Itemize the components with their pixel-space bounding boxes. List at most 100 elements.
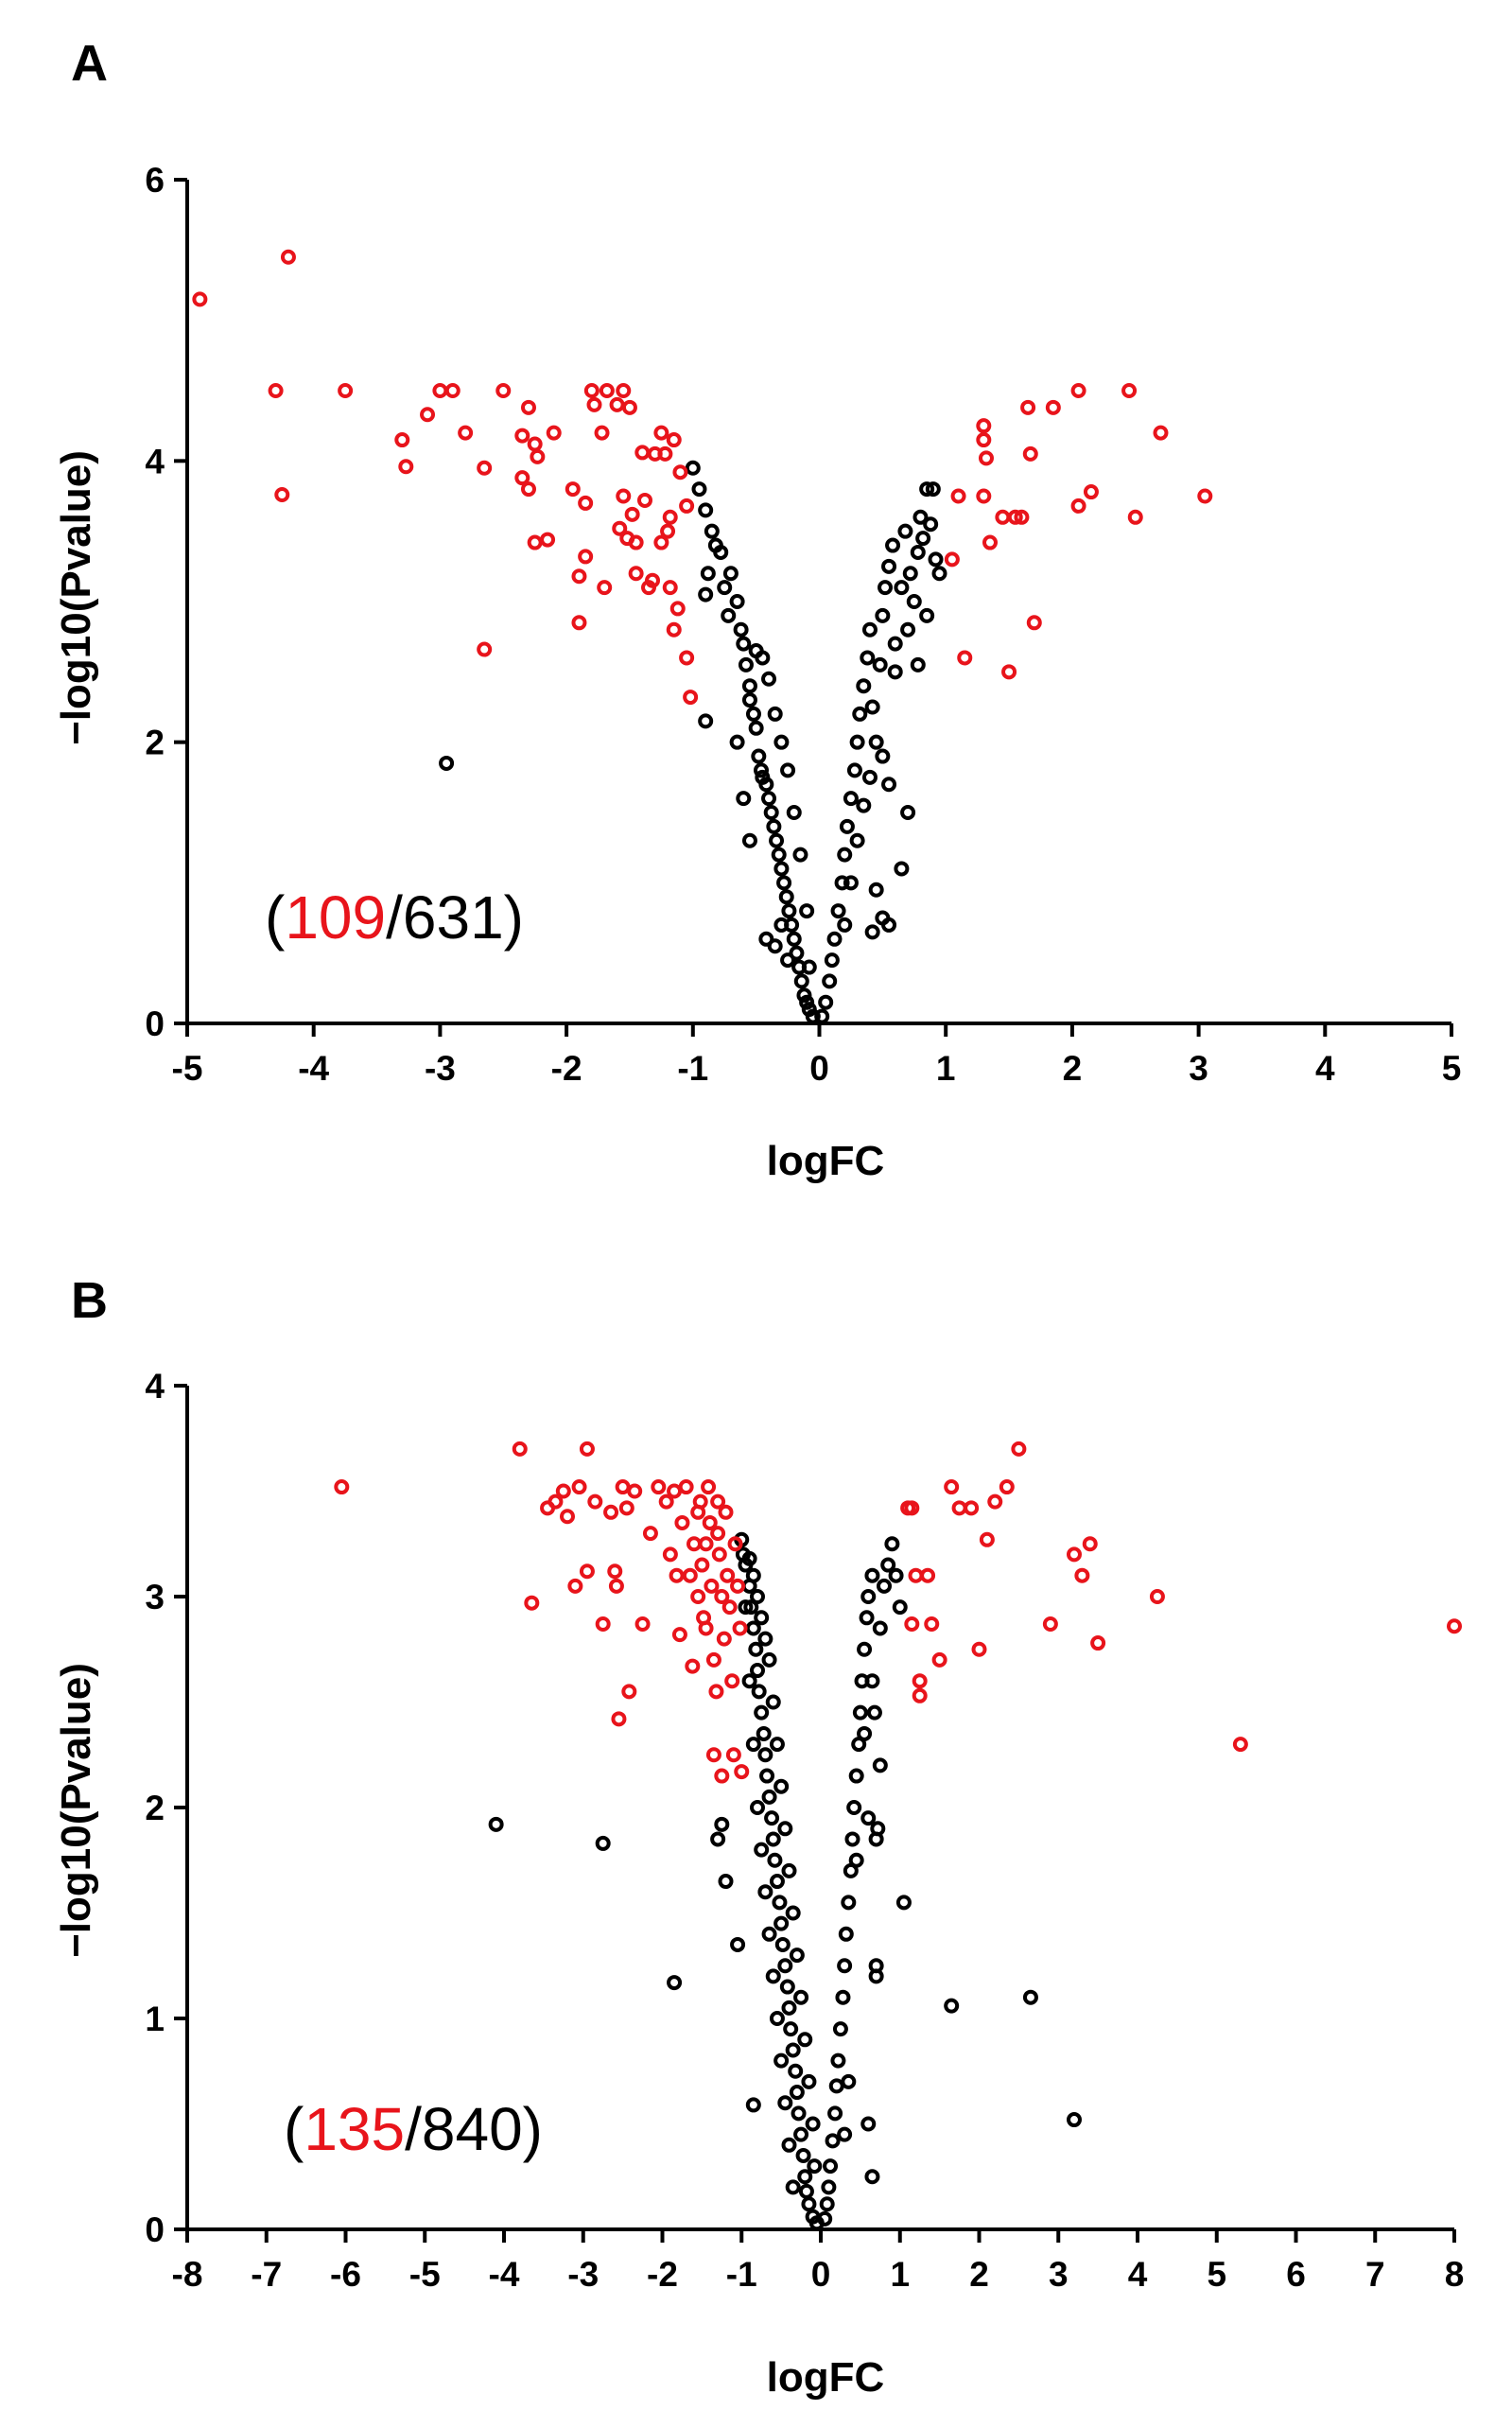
panel-b-point-significant (714, 1768, 730, 1784)
panel-b-point-nonsignificant (860, 2116, 877, 2132)
panel-a-point-nonsignificant (789, 945, 805, 961)
panel-b-point-nonsignificant (765, 1831, 781, 1847)
panel-b-point-nonsignificant (745, 1567, 761, 1583)
panel-b-point-significant (708, 1684, 724, 1700)
panel-b-point-nonsignificant (757, 1884, 773, 1900)
panel-b-point-nonsignificant (830, 2052, 846, 2069)
panel-a-y-tick-label: 0 (145, 1004, 165, 1043)
panel-a-point-nonsignificant (818, 994, 834, 1010)
panel-b-point-significant (964, 1500, 980, 1516)
panel-b-point-nonsignificant (761, 1651, 777, 1668)
panel-a-point-nonsignificant (814, 1008, 830, 1024)
panel-a-x-tick-label: -1 (677, 1049, 708, 1088)
panel-b-point-nonsignificant (488, 1816, 504, 1832)
panel-a-point-significant (679, 650, 695, 666)
panel-b-point-nonsignificant (741, 1550, 757, 1566)
panel-b-point-nonsignificant (866, 1704, 882, 1721)
panel-a-y-tick-label: 2 (145, 724, 165, 762)
panel-a-point-nonsignificant (881, 917, 897, 933)
panel-a-point-nonsignificant (824, 952, 840, 969)
panel-b-point-nonsignificant (880, 1557, 896, 1573)
panel-b-point-significant (1447, 1618, 1462, 1634)
panel-b-point-significant (615, 1479, 631, 1495)
panel-b-point-nonsignificant (748, 1641, 764, 1657)
panel-b-point-significant (912, 1673, 928, 1689)
panel-a-point-nonsignificant (773, 734, 790, 750)
panel-a-point-nonsignificant (793, 973, 809, 989)
panel-b-point-nonsignificant (756, 1725, 772, 1741)
panel-b-point-significant (711, 1546, 727, 1563)
panel-b-point-significant (694, 1557, 710, 1573)
panel-b-point-nonsignificant (730, 1936, 746, 1952)
panel-a-count-open: ( (265, 883, 285, 952)
panel-b-point-nonsignificant (870, 1821, 886, 1837)
panel-b-point-significant (555, 1483, 571, 1499)
panel-b-point-nonsignificant (761, 1926, 777, 1942)
panel-b-point-significant (979, 1531, 995, 1547)
panel-b-point-significant (702, 1514, 718, 1530)
panel-b-point-nonsignificant (750, 1663, 765, 1679)
panel-a-point-significant (628, 566, 644, 582)
panel-b-point-nonsignificant (791, 2105, 807, 2122)
panel-a-point-nonsignificant (928, 551, 944, 568)
panel-b-point-nonsignificant (750, 1589, 765, 1604)
panel-a-point-nonsignificant (849, 734, 865, 750)
panel-b-point-nonsignificant (781, 1862, 797, 1878)
panel-b-point-nonsignificant (877, 1578, 892, 1594)
panel-a-point-significant (672, 464, 688, 480)
panel-b-point-nonsignificant (872, 1620, 888, 1636)
panel-a-point-nonsignificant (767, 706, 783, 722)
panel-a-point-nonsignificant (919, 607, 935, 623)
panel-b-point-significant (1011, 1441, 1027, 1457)
panel-b-x-axis-label: logFC (767, 2354, 885, 2401)
panel-b-point-nonsignificant (797, 2169, 813, 2185)
panel-a-point-nonsignificant (894, 861, 910, 877)
panel-b-point-nonsignificant (837, 1958, 853, 1974)
panel-a-count-close: ) (504, 883, 524, 952)
panel-a-point-significant (192, 291, 208, 307)
panel-a-point-nonsignificant (758, 931, 774, 947)
panel-a-point-nonsignificant (872, 656, 888, 673)
panel-b-point-significant (1090, 1635, 1106, 1651)
panel-a-total-count: 631 (403, 883, 504, 952)
panel-b-point-nonsignificant (667, 1975, 683, 1991)
panel-a-point-nonsignificant (887, 636, 903, 652)
panel-a-point-significant (666, 432, 682, 448)
panel-a-point-nonsignificant (753, 762, 769, 778)
panel-b-point-significant (1074, 1567, 1090, 1583)
panel-b-letter: B (71, 1272, 108, 1329)
panel-b-point-nonsignificant (781, 2000, 797, 2016)
panel-b-point-nonsignificant (754, 1842, 770, 1858)
panel-a-point-nonsignificant (763, 805, 779, 820)
panel-a-point-nonsignificant (776, 875, 792, 891)
panel-b-point-significant (1082, 1536, 1098, 1552)
panel-b-point-nonsignificant (1022, 1989, 1038, 2005)
panel-b-point-nonsignificant (595, 1835, 611, 1851)
panel-b-count-annotation: (135/840) (284, 2095, 543, 2163)
panel-b-x-tick-label: -7 (251, 2255, 282, 2294)
panel-b-plot: 0 1 2 3 4 -8 -7 -6 -5 -4 -3 -2 -1 0 1 2 3 4 5 6 7 8 (145, 1367, 1464, 2294)
panel-a-point-nonsignificant (700, 566, 716, 582)
panel-a-point-nonsignificant (717, 580, 733, 596)
panel-b-point-significant (920, 1567, 936, 1583)
panel-a-point-nonsignificant (919, 481, 935, 498)
panel-b-x-tick-label: 2 (969, 2255, 989, 2294)
panel-b-point-significant (682, 1567, 698, 1583)
panel-b-count-open: ( (284, 2095, 304, 2163)
panel-a-point-nonsignificant (881, 777, 897, 793)
panel-a-point-nonsignificant (736, 791, 752, 807)
panel-a-point-significant (274, 487, 290, 503)
panel-a-point-nonsignificant (748, 643, 764, 659)
panel-a-x-tick-label: 5 (1442, 1049, 1462, 1088)
panel-b-point-nonsignificant (1067, 2112, 1082, 2128)
panel-a-point-nonsignificant (773, 917, 790, 933)
panel-b-y-tick-label: 2 (145, 1789, 165, 1827)
panel-a-point-nonsignificant (801, 959, 817, 975)
panel-a-point-significant (514, 470, 530, 486)
panel-b-x-tick-label: 7 (1365, 2255, 1385, 2294)
panel-a-y-tick-label: 6 (145, 161, 165, 200)
panel-a-point-nonsignificant (861, 621, 878, 638)
panel-a-point-significant (1083, 484, 1099, 500)
panel-a-point-nonsignificant (900, 621, 916, 638)
panel-a-point-nonsignificant (773, 861, 790, 877)
